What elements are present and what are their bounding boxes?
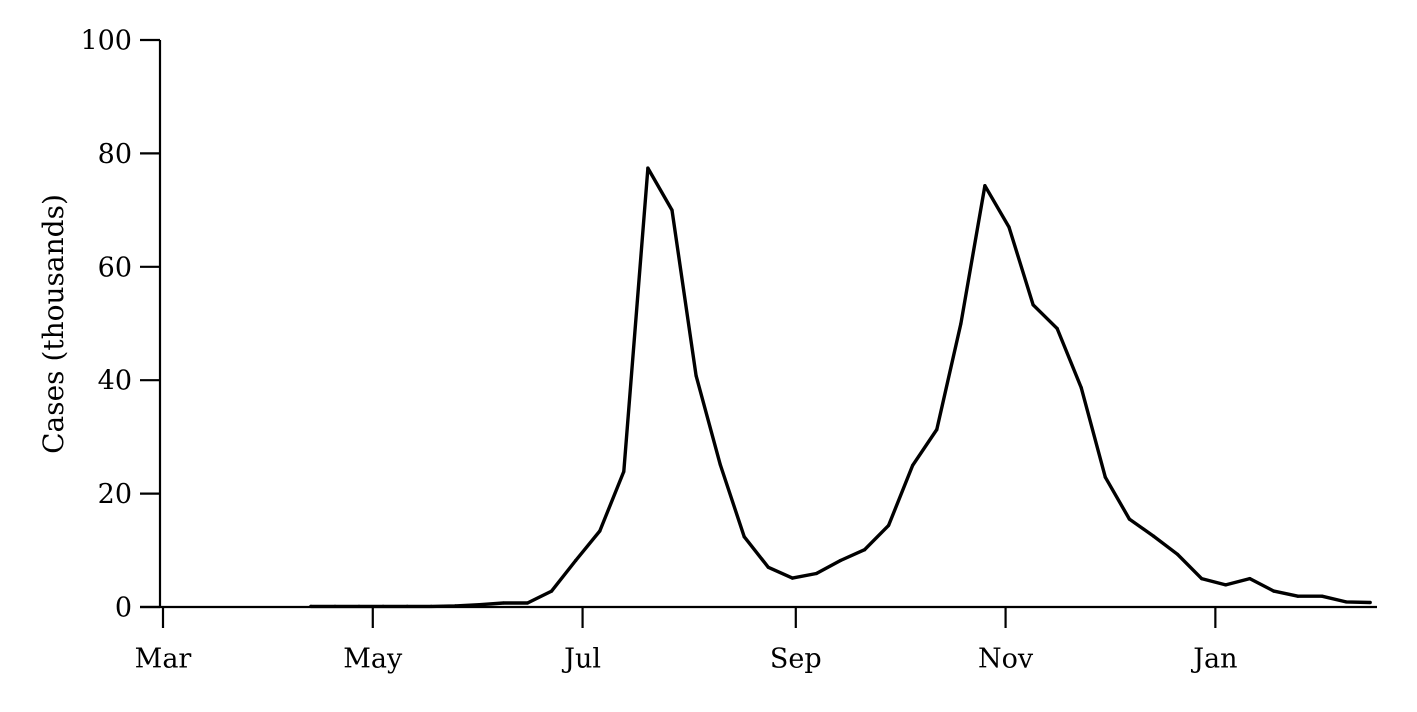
y-tick-label: 80 [98, 139, 132, 170]
data-point [574, 558, 578, 563]
data-point [1272, 589, 1276, 593]
x-tick-label: Nov [978, 643, 1034, 674]
y-tick-label: 60 [98, 252, 132, 283]
data-point [405, 604, 409, 609]
data-point [935, 427, 939, 432]
y-axis: 0 20 40 60 80 100 [80, 25, 162, 623]
data-point [1368, 600, 1372, 605]
data-point [357, 604, 361, 609]
data-point [887, 523, 891, 528]
data-point [766, 565, 770, 569]
x-tick-label: Jul [561, 643, 601, 674]
data-point [598, 529, 602, 533]
data-point [646, 166, 650, 170]
y-tick-label: 40 [98, 366, 132, 397]
data-point [1248, 577, 1252, 581]
data-point [453, 604, 457, 608]
x-tick-label: May [343, 643, 403, 674]
data-point [1007, 225, 1011, 229]
data-point [1127, 517, 1131, 521]
data-point [550, 589, 554, 593]
data-point [718, 462, 722, 466]
data-point [1055, 327, 1059, 331]
data-point [1151, 534, 1156, 538]
data-point [863, 548, 867, 552]
y-tick-label: 100 [80, 25, 132, 56]
data-point [790, 576, 795, 580]
data-point [1200, 577, 1204, 581]
data-point [1344, 600, 1348, 604]
y-axis-title: Cases (thousands) [37, 194, 70, 454]
data-point [911, 463, 915, 467]
data-point [838, 558, 843, 563]
x-tick-label: Sep [770, 643, 822, 674]
y-tick-label: 0 [115, 592, 132, 623]
series-line [309, 166, 1372, 609]
data-point [742, 535, 746, 539]
data-point [814, 571, 819, 576]
y-ticks: 0 20 40 60 80 100 [80, 25, 160, 623]
data-point [959, 321, 963, 326]
data-point [381, 604, 385, 609]
series-points [309, 166, 1372, 609]
x-ticks: Mar May Jul Sep Nov Jan [135, 607, 1238, 674]
data-point [1320, 594, 1324, 598]
data-point [477, 603, 481, 607]
x-tick-label: Jan [1190, 643, 1237, 674]
data-point [309, 604, 313, 609]
data-point [1296, 594, 1300, 598]
data-point [501, 601, 506, 605]
data-point [1224, 583, 1228, 587]
x-tick-label: Mar [135, 643, 192, 674]
data-point [1175, 552, 1180, 556]
data-point [694, 374, 698, 378]
data-point [1079, 386, 1083, 390]
data-point [983, 184, 987, 188]
data-point [1103, 475, 1107, 479]
data-point [429, 604, 433, 609]
x-axis: Mar May Jul Sep Nov Jan [135, 605, 1377, 674]
data-point [670, 208, 674, 212]
data-point [622, 469, 626, 474]
data-point [525, 601, 530, 605]
data-point [1031, 303, 1035, 307]
y-tick-label: 20 [98, 479, 132, 510]
data-point [333, 604, 337, 609]
